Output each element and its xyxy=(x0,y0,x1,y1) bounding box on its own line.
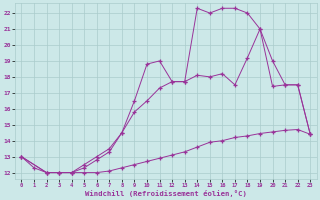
X-axis label: Windchill (Refroidissement éolien,°C): Windchill (Refroidissement éolien,°C) xyxy=(85,190,247,197)
